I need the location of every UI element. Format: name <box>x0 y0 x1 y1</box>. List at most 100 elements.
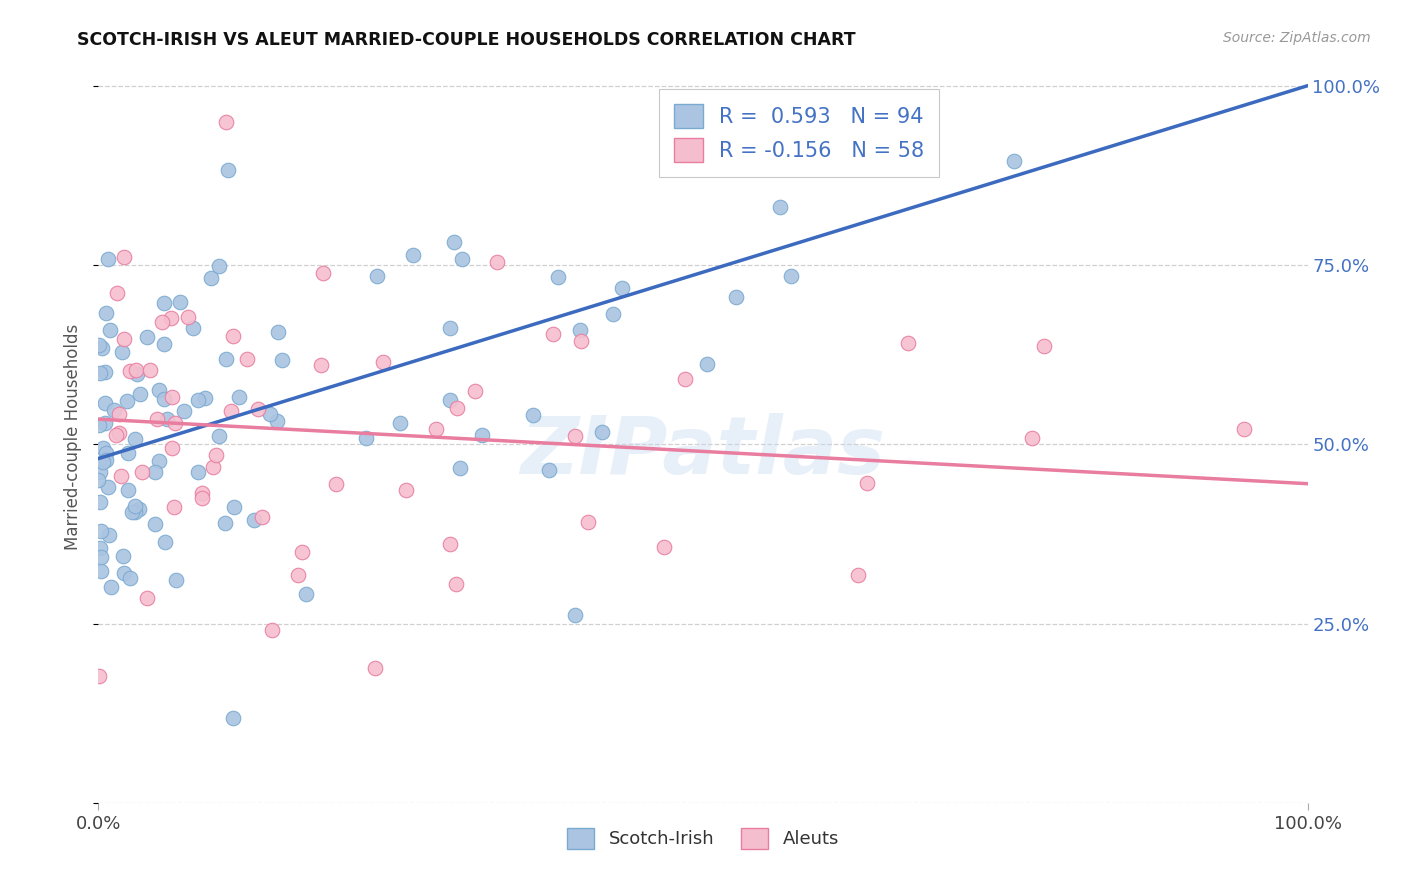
Text: ZIPatlas: ZIPatlas <box>520 413 886 491</box>
Point <box>366 268 388 283</box>
Point <box>91 441 114 455</box>
Point <box>602 306 624 320</box>
Point <box>652 540 675 554</box>
Point <box>125 367 148 381</box>
Point <box>222 711 245 725</box>
Point <box>194 391 217 405</box>
Point <box>485 255 508 269</box>
Point <box>162 500 184 514</box>
Point <box>214 114 236 128</box>
Point <box>425 422 447 436</box>
Point <box>97 480 120 494</box>
Point <box>371 355 394 369</box>
Point <box>576 515 599 529</box>
Point <box>897 335 920 350</box>
Point <box>208 259 231 273</box>
Point <box>177 310 200 324</box>
Point <box>181 321 204 335</box>
Point <box>224 500 246 514</box>
Point <box>779 269 801 284</box>
Point <box>247 401 270 416</box>
Point <box>156 411 179 425</box>
Point <box>215 351 238 366</box>
Point <box>541 326 564 341</box>
Text: Source: ZipAtlas.com: Source: ZipAtlas.com <box>1223 31 1371 45</box>
Point <box>131 465 153 479</box>
Point <box>173 404 195 418</box>
Point <box>120 364 142 378</box>
Point <box>162 390 184 404</box>
Point <box>143 465 166 479</box>
Point <box>114 566 136 580</box>
Point <box>190 486 212 500</box>
Point <box>449 461 471 475</box>
Point <box>402 248 425 262</box>
Point <box>439 537 461 551</box>
Point <box>163 416 186 430</box>
Point <box>114 332 136 346</box>
Point <box>270 352 292 367</box>
Point <box>250 510 273 524</box>
Point <box>204 448 226 462</box>
Point <box>128 387 150 401</box>
Point <box>450 252 472 267</box>
Y-axis label: Married-couple Households: Married-couple Households <box>65 324 83 550</box>
Point <box>1032 338 1054 352</box>
Point <box>571 334 593 348</box>
Point <box>538 463 561 477</box>
Point <box>94 396 117 410</box>
Point <box>148 383 170 397</box>
Point <box>90 549 112 564</box>
Point <box>388 416 411 430</box>
Point <box>243 512 266 526</box>
Point <box>547 269 569 284</box>
Point <box>236 351 259 366</box>
Point <box>159 310 181 325</box>
Point <box>110 469 132 483</box>
Point <box>325 477 347 491</box>
Point <box>98 528 121 542</box>
Point <box>124 505 146 519</box>
Point <box>117 483 139 497</box>
Point <box>87 418 110 433</box>
Point <box>439 392 461 407</box>
Point <box>208 429 231 443</box>
Point <box>564 429 586 443</box>
Point <box>146 412 169 426</box>
Point <box>135 591 157 605</box>
Point <box>121 505 143 519</box>
Point <box>1021 431 1043 445</box>
Point <box>153 336 176 351</box>
Point <box>856 475 879 490</box>
Point <box>769 200 792 214</box>
Point <box>187 465 209 479</box>
Point <box>522 408 544 422</box>
Point <box>446 401 468 415</box>
Point <box>612 281 634 295</box>
Text: SCOTCH-IRISH VS ALEUT MARRIED-COUPLE HOUSEHOLDS CORRELATION CHART: SCOTCH-IRISH VS ALEUT MARRIED-COUPLE HOU… <box>77 31 856 49</box>
Point <box>266 414 288 428</box>
Point <box>143 517 166 532</box>
Point <box>117 445 139 459</box>
Point <box>124 500 146 514</box>
Point <box>91 341 114 355</box>
Point <box>139 363 162 377</box>
Point <box>187 393 209 408</box>
Point <box>354 431 377 445</box>
Point <box>191 491 214 506</box>
Point <box>125 362 148 376</box>
Point <box>169 294 191 309</box>
Point <box>98 323 121 337</box>
Point <box>444 577 467 591</box>
Point <box>267 325 290 339</box>
Point <box>153 392 176 406</box>
Point <box>148 454 170 468</box>
Point <box>96 446 118 460</box>
Point <box>104 427 127 442</box>
Point <box>312 266 335 280</box>
Point <box>153 296 176 310</box>
Legend: Scotch-Irish, Aleuts: Scotch-Irish, Aleuts <box>560 821 846 856</box>
Point <box>89 465 111 479</box>
Point <box>222 328 245 343</box>
Point <box>94 416 117 430</box>
